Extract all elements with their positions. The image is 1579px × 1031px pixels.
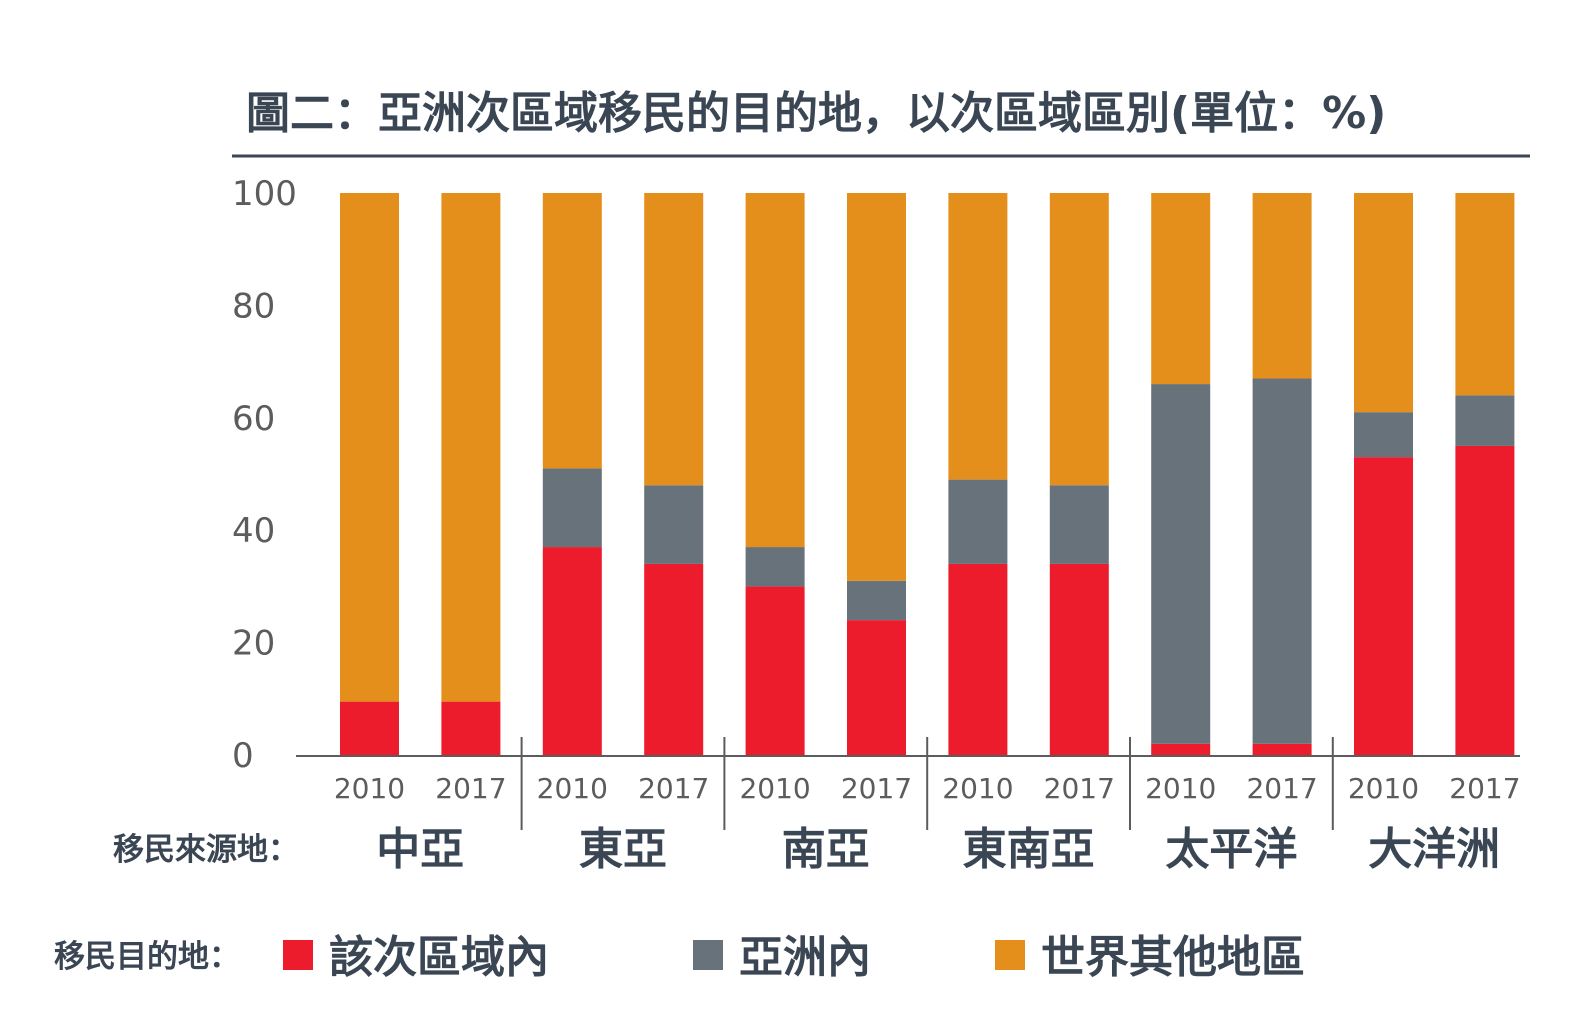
bar-segment-3-4	[644, 193, 704, 486]
y-tick-label-60: 60	[232, 399, 275, 439]
bar-segment-3-10	[1252, 193, 1312, 379]
bar-segment-1-9	[1151, 743, 1211, 755]
x-tick-label-7: 2010	[942, 772, 1013, 805]
x-tick-label-10: 2017	[1246, 772, 1317, 805]
legend-swatch-2	[693, 940, 723, 970]
origin-label-4: 東南亞	[963, 824, 1095, 875]
bar-segment-3-11	[1354, 193, 1413, 413]
bar-segment-1-4	[644, 563, 704, 755]
bar-segment-3-1	[340, 193, 399, 702]
x-tick-label-8: 2017	[1044, 772, 1115, 805]
bar-segment-3-9	[1151, 193, 1211, 385]
bar-segment-2-3	[542, 468, 602, 548]
origin-label-1: 中亞	[376, 824, 464, 875]
bar-segment-1-5	[745, 586, 805, 755]
y-tick-label-20: 20	[232, 624, 275, 664]
bar-segment-2-12	[1455, 395, 1515, 446]
y-tick-label-80: 80	[232, 286, 275, 326]
chart-title: 圖二：亞洲次區域移民的目的地，以次區域區別(單位：%)	[246, 88, 1386, 139]
legend-entry-1: 該次區域內	[329, 932, 549, 983]
bar-segment-3-3	[542, 193, 602, 469]
legend: 該次區域內 亞洲內 世界其他地區	[283, 932, 1305, 983]
bar-segment-3-8	[1049, 193, 1109, 486]
bar-segment-3-2	[441, 193, 501, 702]
origin-label-6: 大洋洲	[1368, 824, 1500, 875]
bar-segment-1-7	[948, 563, 1008, 755]
bar-segment-2-8	[1049, 485, 1109, 564]
bars	[340, 193, 1515, 755]
x-tick-label-6: 2017	[841, 772, 912, 805]
bar-segment-1-11	[1354, 457, 1413, 755]
x-tick-label-2: 2017	[435, 772, 506, 805]
bar-segment-3-12	[1455, 193, 1515, 396]
bar-segment-1-8	[1049, 563, 1109, 755]
origin-group-labels: 中亞 東亞 南亞 東南亞 太平洋 大洋洲	[376, 824, 1500, 875]
bar-segment-1-6	[847, 620, 906, 755]
origin-label-2: 東亞	[579, 824, 667, 875]
origin-label-3: 南亞	[782, 824, 870, 875]
bar-segment-1-12	[1455, 445, 1515, 755]
y-tick-label-100: 100	[232, 174, 297, 214]
y-tick-label-0: 0	[232, 736, 254, 776]
group-separators	[520, 737, 1334, 830]
bar-segment-1-3	[542, 547, 602, 755]
legend-swatch-3	[995, 940, 1025, 970]
x-tick-label-5: 2010	[739, 772, 810, 805]
legend-entry-2: 亞洲內	[739, 932, 871, 983]
y-tick-label-40: 40	[232, 511, 275, 551]
bar-segment-2-9	[1151, 384, 1211, 744]
bar-segment-2-6	[847, 580, 906, 621]
x-axis-year-labels: 2010 2017 2010 2017 2010 2017 2010 2017 2010 2017…	[334, 772, 1521, 805]
x-tick-label-9: 2010	[1145, 772, 1216, 805]
x-tick-label-1: 2010	[334, 772, 405, 805]
legend-label: 移民目的地：	[54, 939, 240, 975]
bar-segment-1-2	[441, 701, 501, 755]
y-axis-ticks: 0 20 40 60 80 100	[232, 174, 297, 776]
bar-segment-1-1	[340, 701, 399, 755]
bar-segment-2-10	[1252, 378, 1312, 744]
bar-segment-3-7	[948, 193, 1008, 480]
legend-swatch-1	[283, 940, 313, 970]
bar-segment-2-11	[1354, 412, 1413, 458]
bar-segment-2-7	[948, 479, 1008, 564]
bar-segment-3-5	[745, 193, 805, 548]
x-tick-label-4: 2017	[638, 772, 709, 805]
bar-segment-2-4	[644, 485, 704, 564]
x-tick-label-12: 2017	[1449, 772, 1520, 805]
bar-segment-1-10	[1252, 743, 1312, 755]
bar-segment-3-6	[847, 193, 906, 581]
origin-label: 移民來源地：	[113, 832, 299, 868]
x-tick-label-3: 2010	[537, 772, 608, 805]
origin-label-5: 太平洋	[1165, 824, 1297, 875]
bar-segment-2-5	[745, 547, 805, 587]
x-tick-label-11: 2010	[1348, 772, 1419, 805]
legend-entry-3: 世界其他地區	[1041, 932, 1305, 983]
